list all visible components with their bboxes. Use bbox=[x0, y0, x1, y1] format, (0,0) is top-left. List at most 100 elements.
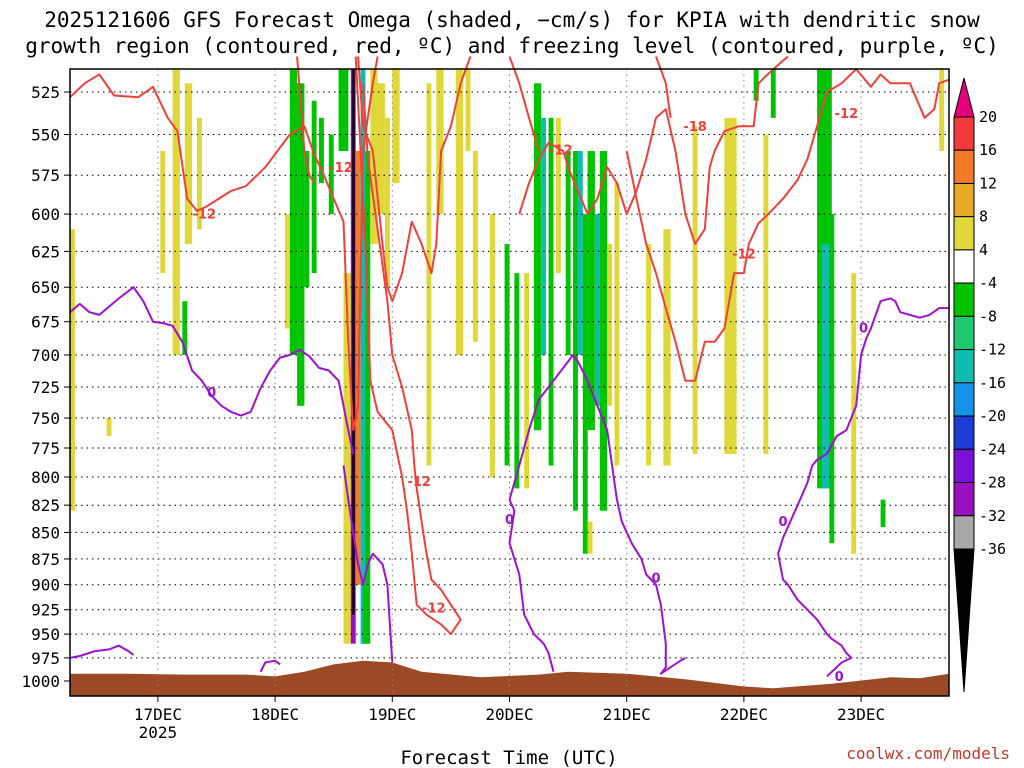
pressure-tick-label: 600 bbox=[31, 205, 60, 224]
omega-cell bbox=[197, 117, 202, 230]
pressure-tick-label: 550 bbox=[31, 126, 60, 145]
omega-cell bbox=[465, 69, 471, 151]
omega-cell bbox=[472, 151, 478, 342]
freezing-contour-label: 0 bbox=[505, 513, 514, 528]
time-tick-label: 21DEC bbox=[603, 705, 651, 724]
omega-cell bbox=[436, 69, 444, 215]
dgz-contour bbox=[508, 56, 540, 152]
freezing-contour bbox=[777, 537, 853, 678]
freezing-contour bbox=[69, 286, 355, 455]
omega-cell bbox=[311, 100, 317, 274]
omega-cell bbox=[587, 521, 593, 554]
dgz-contour-label: -12 bbox=[329, 161, 353, 176]
pressure-tick-label: 750 bbox=[31, 409, 60, 428]
omega-cell bbox=[365, 151, 371, 644]
freezing-contour bbox=[508, 354, 686, 675]
omega-cell bbox=[360, 69, 366, 644]
pressure-tick-label: 575 bbox=[31, 166, 60, 185]
x-axis-label: Forecast Time (UTC) bbox=[400, 747, 617, 768]
omega-cell bbox=[385, 117, 390, 288]
colorbar-swatch bbox=[953, 183, 975, 218]
omega-cell bbox=[880, 499, 886, 528]
omega-cell bbox=[770, 69, 776, 118]
omega-cell bbox=[533, 83, 542, 431]
freezing-contour bbox=[69, 644, 135, 659]
omega-cell bbox=[524, 273, 530, 489]
dgz-contour bbox=[655, 56, 672, 118]
time-tick-label: 18DEC bbox=[251, 705, 299, 724]
colorbar-tick-label: -16 bbox=[979, 374, 1006, 392]
dgz-contour bbox=[69, 56, 379, 432]
dgz-contour-label: -18 bbox=[683, 120, 707, 135]
pressure-tick-label: 925 bbox=[31, 601, 60, 620]
omega-cell bbox=[548, 117, 554, 466]
colorbar-bottom-arrow bbox=[953, 548, 975, 693]
freezing-contour-label: 0 bbox=[778, 515, 787, 530]
pressure-tick-label: 525 bbox=[31, 83, 60, 102]
omega-cell bbox=[514, 273, 520, 489]
omega-cell bbox=[939, 69, 945, 151]
omega-cell bbox=[289, 69, 298, 355]
colorbar-tick-label: -4 bbox=[979, 274, 997, 292]
colorbar-tick-label: -12 bbox=[979, 341, 1006, 359]
omega-cell bbox=[829, 214, 835, 544]
omega-cell bbox=[426, 83, 432, 466]
ground-layer bbox=[70, 660, 949, 696]
colorbar-tick-label: -8 bbox=[979, 307, 997, 325]
omega-cell bbox=[284, 214, 290, 329]
omega-cell bbox=[377, 83, 385, 215]
colorbar-swatch bbox=[953, 415, 975, 450]
colorbar-swatch bbox=[953, 482, 975, 517]
freezing-contour-label: 0 bbox=[207, 386, 216, 401]
colorbar-tick-label: 16 bbox=[979, 141, 997, 159]
colorbar: 20 16 12 8 4 -4 -8 -12 -16 -20 -24 -28 -32 -36 bbox=[953, 77, 1006, 693]
omega-cell bbox=[724, 117, 737, 454]
time-tick-label: 23DEC bbox=[837, 705, 885, 724]
freezing-contour-label: 0 bbox=[651, 572, 660, 587]
dgz-contour bbox=[625, 68, 950, 382]
omega-cell bbox=[106, 418, 112, 437]
colorbar-swatch bbox=[953, 382, 975, 417]
omega-cell bbox=[363, 584, 368, 644]
omega-cell bbox=[607, 244, 613, 406]
colorbar-tick-label: -28 bbox=[979, 474, 1006, 492]
omega-cell bbox=[614, 183, 620, 466]
terrain-fill bbox=[70, 660, 949, 696]
omega-cell bbox=[304, 151, 310, 288]
pressure-tick-label: 675 bbox=[31, 313, 60, 332]
freezing-contour bbox=[782, 297, 949, 539]
pressure-tick-label: 725 bbox=[31, 378, 60, 397]
time-tick-label: 20DEC bbox=[485, 705, 533, 724]
gridlines bbox=[70, 69, 949, 696]
omega-cell bbox=[763, 134, 769, 454]
freezing-contour-label: 0 bbox=[859, 322, 868, 337]
colorbar-tick-label: -20 bbox=[979, 407, 1006, 425]
colorbar-swatch bbox=[953, 149, 975, 184]
colorbar-swatch bbox=[953, 216, 975, 251]
freezing-contour bbox=[342, 465, 394, 663]
time-tick-year-label: 2025 bbox=[139, 723, 178, 742]
pressure-tick-label: 950 bbox=[31, 625, 60, 644]
pressure-tick-label: 975 bbox=[31, 649, 60, 668]
omega-cell bbox=[490, 214, 495, 478]
dgz-contour bbox=[357, 56, 472, 303]
colorbar-tick-label: -24 bbox=[979, 440, 1006, 458]
omega-cell bbox=[343, 273, 351, 644]
colorbar-top-arrow bbox=[953, 77, 975, 118]
omega-cell bbox=[822, 244, 830, 489]
colorbar-tick-label: -36 bbox=[979, 540, 1006, 558]
omega-cell bbox=[663, 229, 671, 466]
dgz-contour bbox=[354, 56, 462, 636]
freezing-contour bbox=[508, 499, 555, 673]
omega-cell bbox=[392, 69, 400, 184]
omega-cell bbox=[504, 244, 510, 466]
omega-cell bbox=[541, 117, 547, 355]
freezing-contour bbox=[259, 659, 281, 673]
colorbar-tick-label: 4 bbox=[979, 241, 988, 259]
time-tick-label: 22DEC bbox=[720, 705, 768, 724]
dgz-contour-label: -12 bbox=[732, 248, 756, 263]
time-tick-label: 19DEC bbox=[368, 705, 416, 724]
omega-cell bbox=[582, 214, 588, 554]
omega-shading bbox=[70, 69, 945, 644]
